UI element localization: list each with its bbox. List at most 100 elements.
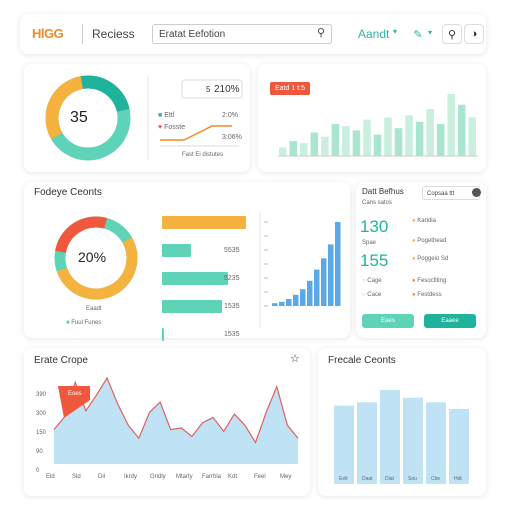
bar <box>334 405 354 484</box>
top-bar: HlGG Reciess Eratat Eefotion ⚲ Aandt ▾ ✎… <box>20 14 486 54</box>
x-tick-label: Daat <box>362 476 373 482</box>
nav-title[interactable]: Reciess <box>92 27 135 41</box>
bar <box>300 143 308 156</box>
y-tick-label: 390 <box>36 392 47 398</box>
hbar-value: 5535 <box>224 247 240 254</box>
stats-item-right: ● Karidia <box>412 218 436 224</box>
bar <box>321 258 327 306</box>
y-tick-label: 300 <box>36 411 47 417</box>
legend-item: ■ Ettl <box>158 112 175 119</box>
counts-legend: ■ Fuul Funes <box>66 320 102 326</box>
stats-item-right: ● Poggeio Sd <box>412 256 449 262</box>
kpi-donut-value: 35 <box>70 109 88 126</box>
bar <box>426 108 434 156</box>
recent-counts-card: Frecale Ceonts Eelt Daat Diat Sou Cbe Hdt <box>318 348 486 496</box>
stats-big-value-2: 155 <box>360 251 389 270</box>
bar <box>289 141 298 156</box>
kpi-donut <box>45 75 243 161</box>
stats-item-left: ○ Cace <box>362 292 382 298</box>
x-tick-label: Sou <box>408 476 417 482</box>
x-tick-label: Ikrdy <box>124 474 137 480</box>
counts-donut-label: Eaadt <box>86 306 102 312</box>
hbar <box>162 328 164 341</box>
x-tick-label: Eelt <box>339 476 348 482</box>
hbar <box>162 300 223 313</box>
stats-panel: Datt Befhus Cans satos Copsaa ttt 130 Sp… <box>356 182 486 338</box>
hbar <box>162 272 228 285</box>
area-line <box>53 376 299 444</box>
area-chart-card: Erate Crope ☆ 390 300 150 90 0 Eld Sld Dil Ikrdy… <box>24 348 310 496</box>
bar <box>321 136 329 156</box>
y-tick-label: 0 <box>36 468 40 474</box>
bar <box>363 119 371 156</box>
kpi-stat-prefix: 5 <box>206 85 211 94</box>
x-tick-label: Hdt <box>454 476 462 482</box>
search-icon[interactable]: ⚲ <box>442 24 462 44</box>
area-chart: 390 300 150 90 0 Eld Sld Dil Ikrdy Gridly Mtarty Fa… <box>36 376 299 480</box>
y-tick-label: 150 <box>36 430 47 436</box>
search-icon[interactable]: ⚲ <box>317 27 326 39</box>
y-tick-label: 90 <box>36 449 43 455</box>
top-bar-chart <box>278 94 478 157</box>
highlight-flag <box>58 386 90 418</box>
bar <box>468 117 476 156</box>
vertical-bar-chart <box>264 221 341 307</box>
stats-big-label: Spae <box>362 240 377 246</box>
counts-card: Fodeye Ceonts 20% Eaadt ■ Fuul Funes 553… <box>24 182 350 341</box>
header-divider <box>82 24 83 44</box>
x-tick-label: Feel <box>254 474 266 480</box>
bar <box>436 123 445 156</box>
bar <box>300 289 306 306</box>
stats-item-right: ● Pogethead <box>412 238 447 244</box>
app-logo[interactable]: HlGG <box>32 26 64 41</box>
stats-button-1[interactable]: Eaes <box>362 314 414 328</box>
hbar-value: 5235 <box>224 275 240 282</box>
lock-icon[interactable]: ◑ <box>464 24 484 44</box>
bar <box>331 123 340 156</box>
bar <box>394 128 403 156</box>
x-tick-label: Cbe <box>431 476 440 482</box>
x-tick-label: Mey <box>280 474 291 480</box>
hbar <box>162 216 246 229</box>
recent-bar-chart: Eelt Daat Diat Sou Cbe Hdt <box>334 389 469 484</box>
bar <box>314 269 320 306</box>
bar <box>293 294 299 306</box>
x-tick-label: Dil <box>98 474 105 480</box>
bar <box>457 104 466 156</box>
author-menu[interactable]: Aandt <box>358 27 390 41</box>
kpi-footer: Fast Ei distutes <box>182 152 224 158</box>
search-box[interactable]: Eratat Eefotion ⚲ <box>152 24 332 44</box>
top-bar-chart-card: Eatd 1 t:5 <box>258 64 486 172</box>
stats-item-right: ● Fesocfiting <box>412 278 447 284</box>
hbar <box>162 244 192 257</box>
bar <box>286 299 292 306</box>
edit-icon[interactable]: ✎ <box>413 28 423 41</box>
legend-value: 2:0% <box>222 112 238 119</box>
counts-title: Fodeye Ceonts <box>34 187 102 198</box>
legend-item: ♥ Fosste <box>158 124 186 131</box>
x-tick-label: Eld <box>46 474 55 480</box>
area-title: Erate Crope <box>34 355 88 366</box>
stats-title: Datt Befhus <box>362 187 404 196</box>
bar <box>447 94 455 156</box>
pin-icon[interactable]: ☆ <box>290 353 300 365</box>
area-fill <box>54 378 298 464</box>
bar <box>405 115 413 156</box>
x-tick-label: Gridly <box>150 474 166 480</box>
stats-button-2[interactable]: Eaaee <box>424 314 476 328</box>
search-input[interactable]: Eratat Eefotion <box>159 29 226 40</box>
bar <box>403 397 423 484</box>
bar <box>328 244 334 306</box>
bar <box>357 402 377 484</box>
bar <box>415 121 424 156</box>
chevron-down-icon[interactable]: ▾ <box>428 28 433 37</box>
stats-item-left: ○ Cage <box>362 278 382 284</box>
avatar[interactable] <box>472 188 481 197</box>
chevron-down-icon[interactable]: ▾ <box>393 27 398 36</box>
bar <box>342 126 350 156</box>
bar <box>279 301 285 306</box>
kpi-card: 35 5 210% ■ Ettl 2:0% ♥ Fosste 3:06% Fas… <box>24 64 250 172</box>
counts-donut-value: 20% <box>78 249 107 265</box>
chart-badge: Eatd 1 t:5 <box>270 82 310 95</box>
bar <box>380 389 400 484</box>
